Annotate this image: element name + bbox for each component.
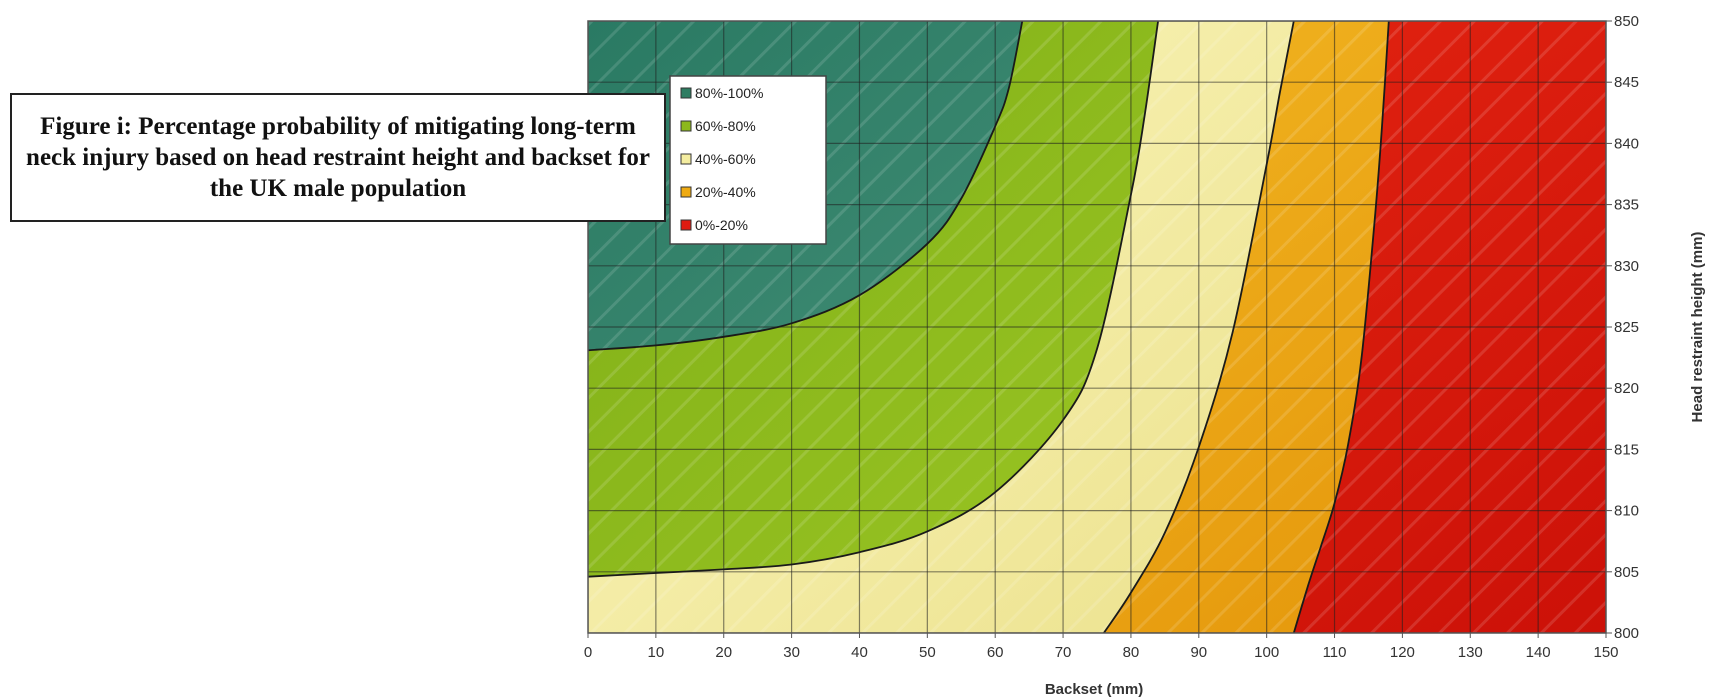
x-tick-label: 140 (1526, 644, 1551, 661)
y-tick-label: 825 (1614, 319, 1639, 336)
y-tick-label: 850 (1614, 13, 1639, 30)
x-tick-label: 80 (1123, 644, 1140, 661)
contour-boundaries (588, 21, 1390, 633)
legend-swatch (680, 219, 692, 231)
y-tick-label: 830 (1614, 258, 1639, 275)
legend-label: 80%-100% (695, 85, 764, 101)
x-axis-title: Backset (mm) (1045, 681, 1143, 698)
legend-label: 60%-80% (695, 118, 756, 134)
y-tick-label: 805 (1614, 564, 1639, 581)
contour-line-20pct (1292, 21, 1390, 633)
y-tick-label: 820 (1614, 380, 1639, 397)
legend-swatch (680, 87, 692, 99)
y-tick-label: 800 (1614, 625, 1639, 642)
x-tick-label: 40 (851, 644, 868, 661)
y-tick-label: 835 (1614, 197, 1639, 214)
contour-line-40pct (1103, 21, 1295, 633)
legend-swatch (680, 153, 692, 165)
y-axis-ticks: 800 805 810 815 820 825 830 835 840 845 850 (1606, 13, 1639, 642)
legend-label: 40%-60% (695, 151, 756, 167)
x-tick-label: 110 (1323, 644, 1347, 661)
legend-box (669, 75, 827, 245)
x-tick-label: 120 (1390, 644, 1415, 661)
x-tick-label: 90 (1190, 644, 1207, 661)
y-tick-label: 845 (1614, 74, 1639, 91)
legend: 80%-100% 60%-80% 40%-60% 20%-40% 0%-20% (669, 75, 827, 245)
legend-label: 0%-20% (695, 217, 748, 233)
y-tick-label: 840 (1614, 135, 1639, 152)
contour-line-80pct (588, 21, 1024, 352)
y-tick-label: 810 (1614, 503, 1639, 520)
y-axis-title: Head restraint height (mm) (1689, 232, 1706, 423)
legend-label: 20%-40% (695, 184, 756, 200)
x-tick-label: 150 (1593, 644, 1618, 661)
y-tick-label: 815 (1614, 441, 1639, 458)
legend-swatch (680, 186, 692, 198)
x-axis-ticks: 0 10 20 30 40 50 60 70 80 90 100 110 120 130 140 150 (584, 633, 1619, 661)
x-tick-label: 20 (715, 644, 732, 661)
x-tick-label: 100 (1254, 644, 1279, 661)
legend-swatch (680, 120, 692, 132)
contour-line-60pct (588, 21, 1159, 578)
x-tick-label: 10 (648, 644, 665, 661)
x-tick-label: 0 (584, 644, 592, 661)
x-tick-label: 30 (783, 644, 800, 661)
figure-caption: Figure i: Percentage probability of miti… (10, 93, 666, 222)
figure-caption-text: Figure i: Percentage probability of miti… (26, 113, 650, 202)
x-tick-label: 130 (1458, 644, 1483, 661)
x-tick-label: 50 (919, 644, 936, 661)
x-tick-label: 60 (987, 644, 1004, 661)
x-tick-label: 70 (1055, 644, 1072, 661)
